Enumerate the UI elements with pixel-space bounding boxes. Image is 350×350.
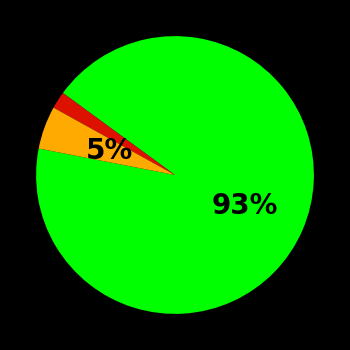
Wedge shape [36,36,314,314]
Text: 5%: 5% [86,137,133,165]
Text: 93%: 93% [212,191,278,219]
Wedge shape [38,108,175,175]
Wedge shape [54,93,175,175]
